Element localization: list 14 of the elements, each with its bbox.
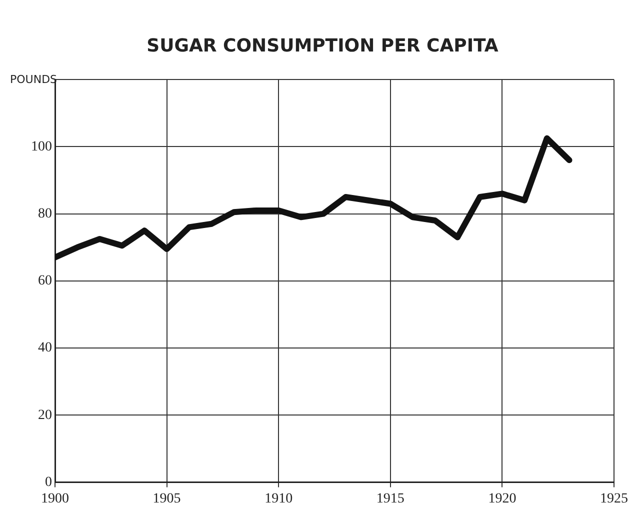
y-tick-label: 60: [38, 274, 52, 289]
y-axis-title: POUNDS: [10, 72, 58, 86]
y-tick-label: 20: [38, 408, 52, 423]
chart-title: SUGAR CONSUMPTION PER CAPITA: [146, 35, 498, 56]
y-tick-label: 0: [45, 474, 52, 490]
x-tick-label: 1900: [41, 491, 69, 506]
y-tick-label: 100: [31, 139, 52, 154]
y-tick-label: 80: [38, 206, 52, 222]
x-tick-label: 1920: [488, 491, 516, 506]
x-tick-label: 1915: [376, 491, 404, 506]
x-tick-label: 1905: [152, 491, 181, 506]
x-tick-label: 1910: [264, 491, 293, 506]
x-tick-label: 1925: [600, 491, 628, 506]
y-tick-label: 40: [38, 340, 52, 356]
